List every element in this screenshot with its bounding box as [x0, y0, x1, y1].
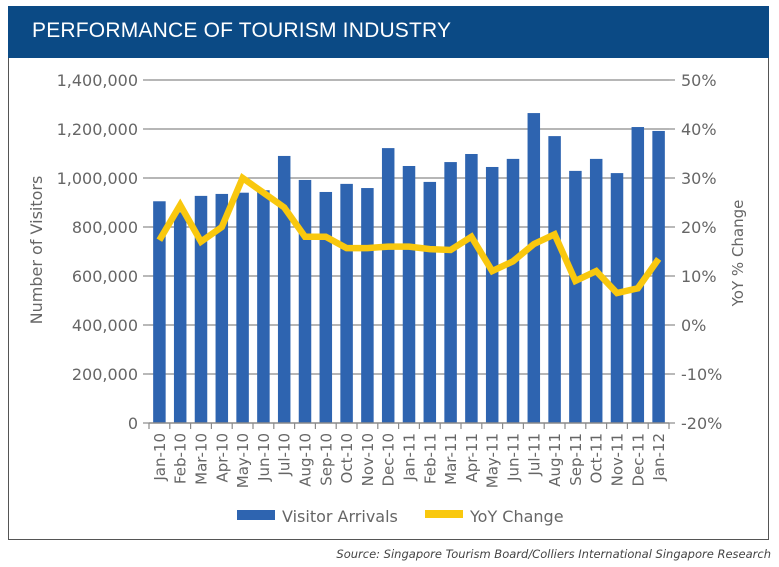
x-tick-label: Mar-10 — [193, 433, 211, 485]
bar-May-10 — [236, 192, 249, 423]
legend-label-visitor-arrivals: Visitor Arrivals — [282, 507, 398, 526]
bar-May-11 — [485, 166, 499, 423]
bar-Jun-10 — [257, 190, 270, 423]
y-axis-label: Number of Visitors — [27, 176, 46, 325]
y-tick-label: 1,200,000 — [57, 120, 138, 139]
x-tick-label: Nov-10 — [359, 433, 377, 486]
x-tick-label: Jan-11 — [401, 433, 419, 482]
y-tick-label: 1,000,000 — [57, 169, 138, 188]
bar-Sep-10 — [319, 191, 333, 423]
legend-swatch-yoy-change — [425, 510, 463, 518]
x-tick-label: May-10 — [234, 433, 252, 488]
x-tick-label: Jul-11 — [525, 433, 543, 477]
bar-Mar-10 — [194, 195, 208, 423]
x-tick-label: Dec-10 — [380, 433, 398, 487]
bar-Sep-11 — [569, 170, 582, 423]
x-tick-label: Sep-10 — [317, 433, 335, 486]
x-tick-label: Feb-11 — [421, 433, 439, 484]
source-note: Source: Singapore Tourism Board/Colliers… — [336, 547, 771, 561]
x-tick-label: Oct-11 — [588, 433, 606, 483]
y2-tick-label: 10% — [681, 267, 717, 286]
bar-Aug-10 — [298, 179, 312, 423]
y2-axis-label: YoY % Change — [729, 200, 747, 308]
x-tick-label: Jan-12 — [650, 433, 668, 482]
y2-tick-label: 20% — [681, 218, 717, 237]
x-tick-label: Feb-10 — [172, 433, 190, 484]
x-tick-label: Nov-11 — [609, 433, 627, 486]
y2-tick-label: 40% — [681, 120, 717, 139]
bar-Jan-10 — [153, 201, 166, 423]
bar-Nov-11 — [610, 173, 624, 423]
y-tick-label: 1,400,000 — [57, 71, 138, 90]
y2-axis-ticks: -20% -10% 0% 10% 20% 30% 40% 50% — [669, 71, 722, 433]
x-tick-label: Jun-10 — [255, 433, 273, 482]
x-tick-label: Mar-11 — [442, 433, 460, 485]
y-tick-label: 0 — [128, 414, 138, 433]
bar-Jan-12 — [652, 130, 665, 423]
y2-tick-label: -20% — [681, 414, 722, 433]
y2-tick-label: 50% — [681, 71, 717, 90]
x-tick-label: Jan-10 — [151, 433, 169, 482]
x-tick-label: Sep-11 — [567, 433, 585, 486]
legend: Visitor Arrivals YoY Change — [237, 507, 564, 526]
y-tick-label: 400,000 — [72, 316, 138, 335]
chart-title: PERFORMANCE OF TOURISM INDUSTRY — [32, 19, 452, 42]
bar-Dec-11 — [631, 127, 645, 423]
y-tick-label: 200,000 — [72, 365, 138, 384]
chart-header: PERFORMANCE OF TOURISM INDUSTRY — [8, 6, 769, 58]
bar-Aug-11 — [548, 136, 561, 424]
x-tick-label: Aug-11 — [546, 433, 564, 487]
y2-tick-label: 30% — [681, 169, 717, 188]
y-tick-label: 600,000 — [72, 267, 138, 286]
y2-tick-label: -10% — [681, 365, 722, 384]
y2-tick-label: 0% — [681, 316, 706, 335]
legend-label-yoy-change: YoY Change — [469, 507, 564, 526]
bar-Feb-11 — [423, 181, 437, 423]
x-tick-label: Jul-10 — [276, 433, 294, 477]
line-series — [156, 173, 662, 297]
bar-Nov-10 — [361, 188, 374, 423]
bar-Apr-10 — [215, 193, 229, 423]
x-tick-label: Aug-10 — [297, 433, 315, 487]
bar-Jul-11 — [527, 113, 541, 423]
x-tick-label: Jun-11 — [505, 433, 523, 482]
bar-Jun-11 — [506, 158, 520, 423]
x-tick-label: Oct-10 — [338, 433, 356, 483]
bar-series — [153, 113, 665, 424]
bar-Oct-11 — [589, 158, 603, 423]
y-axis-ticks: 0 200,000 400,000 600,000 800,000 1,000,000 1,… — [57, 71, 149, 433]
bar-Jul-10 — [277, 155, 291, 423]
bar-Jan-11 — [402, 165, 416, 423]
bar-Apr-11 — [465, 153, 478, 424]
x-tick-label: Dec-11 — [629, 433, 647, 487]
bar-Dec-10 — [381, 148, 395, 424]
y-tick-label: 800,000 — [72, 218, 138, 237]
legend-swatch-visitor-arrivals — [237, 510, 275, 520]
bar-Feb-10 — [173, 212, 187, 423]
x-tick-label: May-11 — [484, 433, 502, 488]
bar-Oct-10 — [340, 183, 353, 423]
x-tick-label: Apr-11 — [463, 433, 481, 483]
bar-Mar-11 — [444, 162, 457, 423]
x-tick-label: Apr-10 — [213, 433, 231, 483]
x-axis-ticks: Jan-10 Feb-10 Mar-10 Apr-10 May-10 Jun-10 Jul-… — [148, 423, 670, 488]
